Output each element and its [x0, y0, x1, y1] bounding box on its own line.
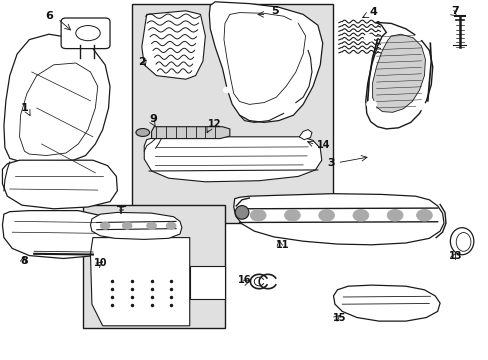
- Polygon shape: [233, 194, 443, 245]
- Text: 9: 9: [149, 114, 157, 125]
- Polygon shape: [224, 13, 305, 104]
- Ellipse shape: [449, 228, 473, 255]
- Circle shape: [352, 210, 368, 221]
- Bar: [132, 4, 332, 223]
- Text: 5: 5: [271, 6, 279, 17]
- Polygon shape: [372, 34, 425, 112]
- Text: 3: 3: [327, 158, 335, 168]
- Text: 2: 2: [138, 57, 145, 67]
- Circle shape: [215, 17, 223, 23]
- Bar: [83, 205, 224, 328]
- Text: 1: 1: [20, 103, 28, 113]
- Text: 11: 11: [276, 240, 289, 250]
- Text: 12: 12: [207, 119, 221, 129]
- Text: 8: 8: [20, 256, 28, 266]
- Circle shape: [223, 87, 231, 93]
- Text: 16: 16: [238, 275, 251, 285]
- Polygon shape: [2, 160, 117, 209]
- Polygon shape: [209, 2, 322, 122]
- Text: 10: 10: [94, 258, 107, 268]
- Polygon shape: [299, 130, 311, 140]
- Circle shape: [415, 32, 425, 40]
- Circle shape: [416, 103, 426, 110]
- Polygon shape: [90, 212, 182, 239]
- Polygon shape: [189, 266, 224, 299]
- Circle shape: [166, 222, 176, 229]
- Circle shape: [366, 101, 376, 108]
- Polygon shape: [4, 34, 110, 162]
- Text: 4: 4: [369, 7, 377, 17]
- Ellipse shape: [136, 129, 149, 136]
- Polygon shape: [2, 211, 113, 258]
- Text: 14: 14: [316, 140, 330, 150]
- Circle shape: [146, 222, 156, 229]
- Circle shape: [386, 210, 402, 221]
- Polygon shape: [333, 285, 439, 321]
- Circle shape: [100, 222, 110, 229]
- Circle shape: [289, 21, 297, 26]
- Polygon shape: [151, 127, 229, 139]
- Text: 13: 13: [448, 251, 462, 261]
- Ellipse shape: [455, 233, 470, 251]
- Ellipse shape: [235, 206, 248, 219]
- Polygon shape: [144, 137, 321, 182]
- Text: 7: 7: [450, 6, 458, 16]
- Circle shape: [284, 210, 300, 221]
- Polygon shape: [142, 11, 205, 79]
- Text: 15: 15: [332, 313, 346, 323]
- Ellipse shape: [76, 26, 100, 41]
- Polygon shape: [90, 238, 189, 326]
- Text: 6: 6: [45, 11, 53, 21]
- Polygon shape: [365, 22, 432, 129]
- Circle shape: [364, 34, 373, 41]
- Circle shape: [416, 210, 431, 221]
- Circle shape: [298, 84, 305, 89]
- Circle shape: [250, 210, 265, 221]
- Circle shape: [122, 222, 132, 229]
- Circle shape: [318, 210, 334, 221]
- Polygon shape: [20, 63, 98, 156]
- FancyBboxPatch shape: [61, 18, 110, 49]
